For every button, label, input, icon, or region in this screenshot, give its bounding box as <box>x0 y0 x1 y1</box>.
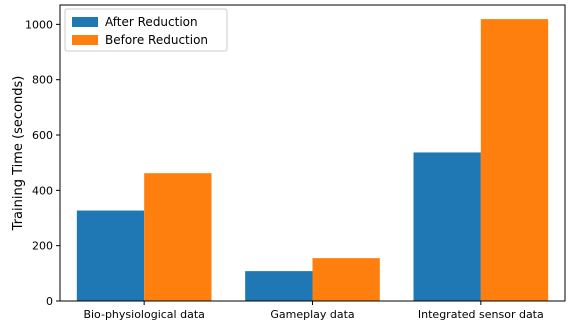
y-tick-label: 400 <box>32 184 53 197</box>
y-axis-label: Training Time (seconds) <box>11 76 26 232</box>
bar-after-reduction-2 <box>413 152 481 301</box>
bar-after-reduction-0 <box>76 210 145 301</box>
bar-before-reduction-1 <box>312 258 380 301</box>
legend-swatch-0 <box>72 17 98 27</box>
legend-label-1: Before Reduction <box>105 33 208 47</box>
y-tick-label: 1000 <box>25 18 53 31</box>
bar-before-reduction-2 <box>480 19 549 302</box>
y-tick-label: 600 <box>32 129 53 142</box>
legend: After Reduction Before Reduction <box>64 8 228 52</box>
axes-frame <box>59 4 566 302</box>
legend-box <box>64 8 228 52</box>
y-tick-label: 800 <box>32 74 53 87</box>
plot-area: Bio-physiological data Gameplay data Integ… <box>25 4 566 321</box>
legend-swatch-1 <box>72 35 98 45</box>
bar-after-reduction-1 <box>245 271 313 301</box>
x-tick-label: Integrated sensor data <box>418 308 544 321</box>
y-tick-label: 0 <box>46 295 53 308</box>
bar-before-reduction-0 <box>144 173 212 301</box>
x-tick-label: Gameplay data <box>270 308 354 321</box>
y-tick-label: 200 <box>32 240 53 253</box>
x-tick-label: Bio-physiological data <box>83 308 204 321</box>
legend-label-0: After Reduction <box>105 15 198 29</box>
